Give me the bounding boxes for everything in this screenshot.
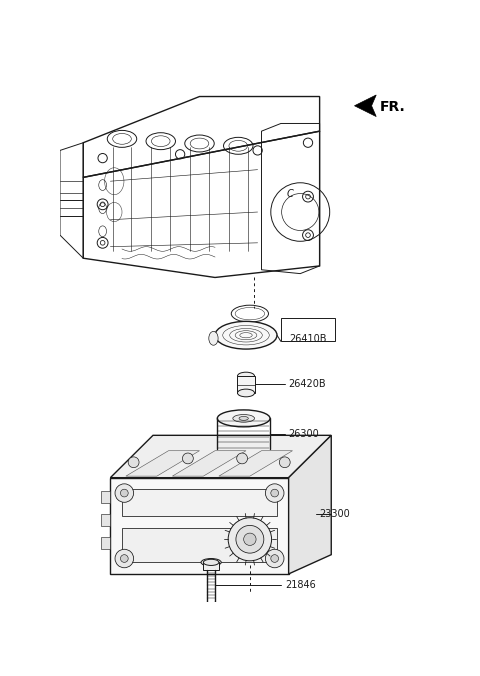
Ellipse shape	[238, 389, 254, 397]
Circle shape	[120, 489, 128, 497]
Text: 26410B: 26410B	[289, 334, 327, 344]
Ellipse shape	[201, 558, 221, 566]
Circle shape	[236, 525, 264, 553]
Ellipse shape	[209, 331, 218, 345]
Circle shape	[279, 457, 290, 468]
Circle shape	[244, 533, 256, 546]
Text: FR.: FR.	[379, 99, 405, 114]
FancyBboxPatch shape	[238, 376, 254, 393]
Polygon shape	[122, 528, 277, 562]
Polygon shape	[101, 537, 110, 550]
Polygon shape	[126, 451, 200, 476]
Text: 23300: 23300	[320, 509, 350, 519]
FancyBboxPatch shape	[204, 562, 219, 570]
Ellipse shape	[217, 441, 270, 458]
Ellipse shape	[215, 321, 277, 349]
Circle shape	[271, 489, 278, 497]
Text: C: C	[286, 189, 293, 199]
Polygon shape	[355, 95, 376, 116]
Text: 26300: 26300	[288, 429, 319, 439]
Circle shape	[271, 555, 278, 562]
Circle shape	[128, 457, 139, 468]
Ellipse shape	[239, 416, 248, 420]
Polygon shape	[219, 451, 292, 476]
Ellipse shape	[217, 410, 270, 427]
Polygon shape	[110, 435, 331, 478]
Circle shape	[115, 550, 133, 568]
Ellipse shape	[233, 414, 254, 422]
Circle shape	[265, 484, 284, 502]
Polygon shape	[288, 435, 331, 574]
Ellipse shape	[204, 559, 219, 565]
Polygon shape	[101, 514, 110, 526]
Polygon shape	[101, 491, 110, 503]
Circle shape	[228, 518, 272, 561]
Text: 21846: 21846	[285, 581, 315, 590]
Ellipse shape	[238, 372, 254, 380]
Circle shape	[182, 453, 193, 464]
Polygon shape	[122, 489, 277, 516]
Circle shape	[120, 555, 128, 562]
Polygon shape	[172, 451, 246, 476]
Circle shape	[265, 550, 284, 568]
Polygon shape	[110, 478, 288, 574]
Circle shape	[237, 453, 248, 464]
Circle shape	[115, 484, 133, 502]
Text: 26420B: 26420B	[288, 379, 326, 389]
